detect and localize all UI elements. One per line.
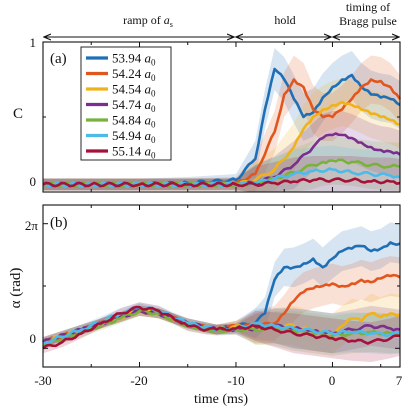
panel-a-band-54.24 (43, 55, 400, 192)
legend-label-54.54: 54.54 a0 (112, 82, 156, 99)
legend-label-55.14: 55.14 a0 (112, 144, 156, 161)
panel-a-ylabel: C (13, 106, 23, 122)
panel-b-ylabel: α (rad) (8, 268, 24, 309)
xtick-label-7: 7 (396, 373, 403, 388)
xtick-label-neg10: -10 (227, 373, 244, 388)
panel-b-ticks (42, 205, 401, 367)
panel-a-lines (42, 67, 402, 188)
panel-b-band-54.24 (43, 256, 400, 348)
xtick-label-0: 0 (329, 373, 336, 388)
panel-a-ytick-0: 0 (30, 174, 37, 189)
legend-label-54.94: 54.94 a0 (112, 128, 156, 145)
xtick-label-neg30: -30 (34, 373, 51, 388)
panel-b-label: (b) (50, 215, 68, 231)
panel-b-ytick-2pi: 2π (25, 218, 39, 233)
panel-a-ticks (42, 41, 401, 193)
timing-label-line1: timing of (346, 0, 390, 14)
xtick-label-neg20: -20 (130, 373, 147, 388)
ramp-label: ramp of as (123, 13, 173, 29)
phase-header: ramp of as hold timing of Bragg pulse (44, 0, 399, 37)
legend-label-54.84: 54.84 a0 (112, 113, 156, 130)
x-axis-label: time (ms) (194, 392, 248, 407)
panel-a-label: (a) (50, 51, 67, 67)
panel-b-series-55.14 (42, 305, 401, 350)
panel-a-series-55.14 (42, 177, 401, 188)
legend-label-53.94: 53.94 a0 (112, 51, 156, 68)
panel-a-ytick-1: 1 (30, 35, 37, 50)
panel-b: (b) α (rad) 0 2π -30 -20 -10 0 7 time (m… (8, 204, 403, 407)
legend-label-54.24: 54.24 a0 (112, 66, 156, 83)
legend-label-54.74: 54.74 a0 (112, 97, 156, 114)
timing-label-line2: Bragg pulse (339, 14, 397, 28)
panel-b-lines (42, 241, 401, 350)
hold-label: hold (274, 13, 295, 27)
panel-b-ytick-0: 0 (30, 331, 37, 346)
